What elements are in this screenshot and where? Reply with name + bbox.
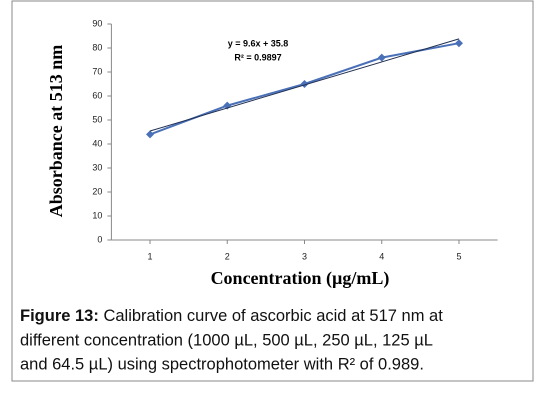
y-tick-label: 0 [97,234,102,244]
x-tick-label: 1 [148,251,153,261]
y-tick-label: 30 [92,162,102,172]
figure-border [11,0,534,382]
y-tick-label: 80 [92,42,102,52]
data-line [149,42,460,136]
x-tick-label: 5 [456,251,461,261]
y-tick-label: 60 [92,90,102,100]
y-tick-label: 70 [92,66,102,76]
data-point [146,130,155,139]
trendline-equation: y = 9.6x + 35.8 [228,38,289,48]
data-point [454,39,463,48]
x-tick-label: 2 [225,251,230,261]
y-axis-title: Absorbance at 513 nm [46,45,66,218]
y-tick-label: 90 [92,18,102,28]
y-tick-label: 40 [92,138,102,148]
x-tick-label: 3 [302,251,307,261]
caption-line: Figure 13: Calibration curve of ascorbic… [20,307,443,325]
caption-line: different concentration (1000 µL, 500 µL… [20,331,433,349]
x-tick-label: 4 [379,251,384,261]
caption-text: Calibration curve of ascorbic acid at 51… [103,307,443,325]
r-squared: R² = 0.9897 [234,52,281,62]
data-point [377,53,386,62]
trendline [149,38,460,132]
x-axis-title: Concentration (µg/mL) [211,268,390,289]
y-tick-label: 20 [92,186,102,196]
caption-line: and 64.5 µL) using spectrophotometer wit… [20,355,424,373]
y-tick-label: 50 [92,114,102,124]
y-tick-label: 10 [92,210,102,220]
caption-label: Figure 13: [20,307,99,325]
